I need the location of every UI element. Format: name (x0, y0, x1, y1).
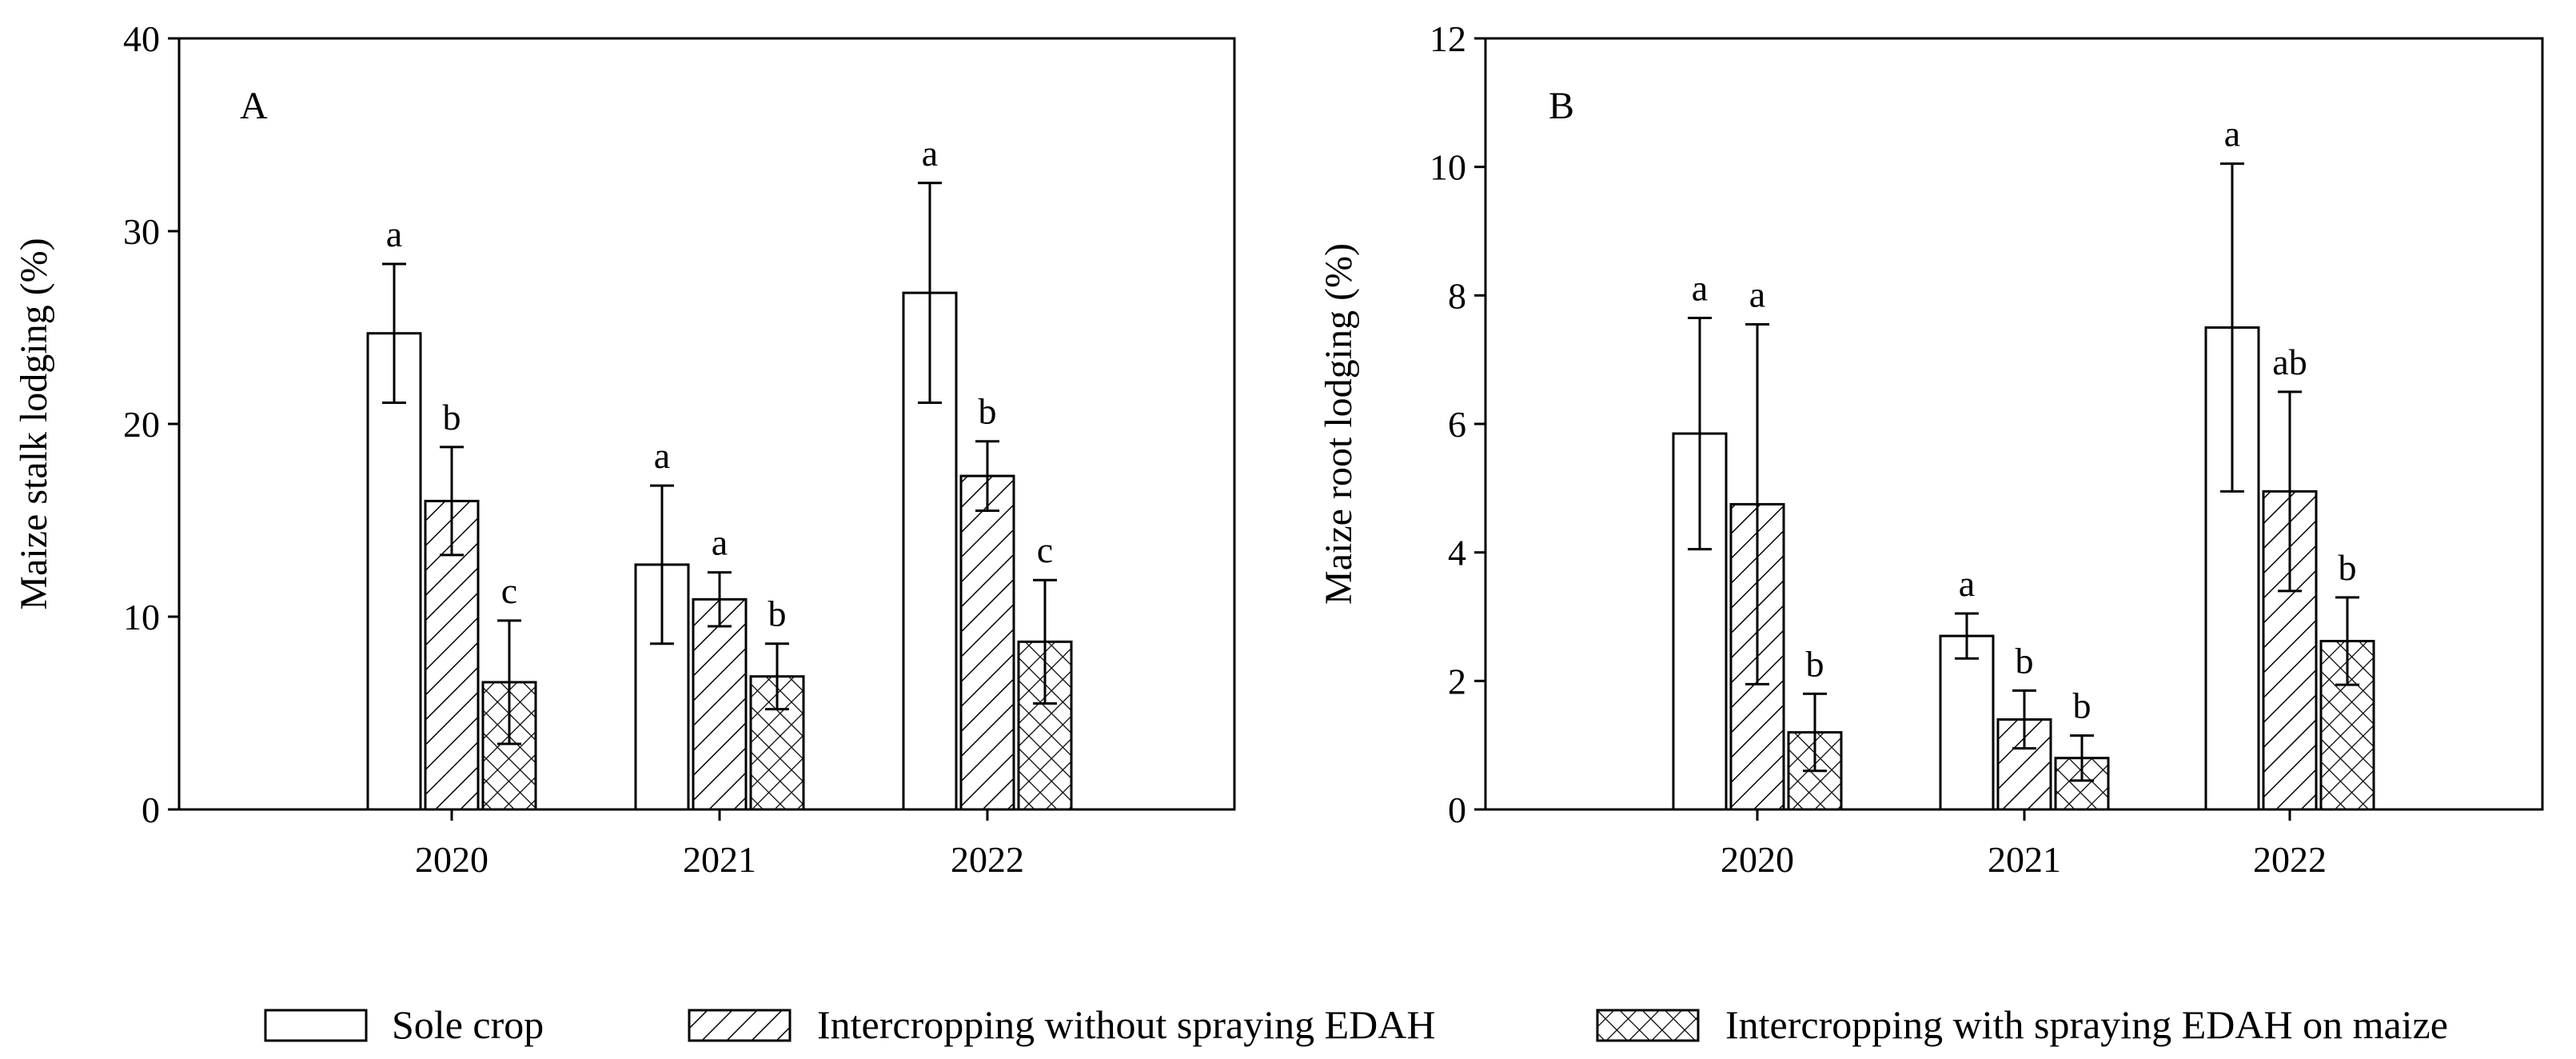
y-tick-label: 12 (1430, 18, 1466, 59)
legend-label-intercropping-with-edah: Intercropping with spraying EDAH on maiz… (1725, 1002, 2448, 1047)
significance-letter: c (1037, 530, 1053, 570)
error-bar (2070, 734, 2094, 782)
significance-letter: b (2073, 685, 2092, 726)
y-tick-label: 10 (123, 597, 160, 637)
legend-swatch-intercropping-without-edah (688, 1009, 792, 1042)
error-bar (975, 440, 999, 512)
error-bar (497, 619, 521, 745)
y-tick-label: 0 (142, 789, 160, 830)
significance-letter: b (768, 593, 787, 634)
y-tick-label: 30 (123, 211, 160, 252)
error-bar (1745, 322, 1769, 685)
significance-letter: b (2339, 547, 2357, 588)
y-tick-label: 4 (1448, 533, 1466, 573)
y-tick-label: 20 (123, 404, 160, 445)
significance-letter: a (654, 435, 670, 476)
error-bar (765, 642, 789, 711)
plot-frame (1484, 37, 2544, 811)
error-bar (2278, 390, 2302, 593)
x-tick-label: 2022 (951, 839, 1024, 880)
error-bar (1033, 578, 1057, 705)
bar-intercropping-without-edah (692, 597, 748, 811)
error-bar (1688, 316, 1712, 551)
panel-label: A (240, 85, 268, 127)
significance-letter: a (1749, 274, 1765, 314)
error-bar (918, 182, 942, 404)
x-tick-label: 2021 (1988, 839, 2061, 880)
error-bar (1803, 692, 1827, 773)
legend-swatch-sole-crop (264, 1009, 368, 1042)
error-bar (440, 446, 464, 557)
x-tick-label: 2021 (683, 839, 756, 880)
legend-item-sole-crop: Sole crop (264, 1002, 544, 1047)
error-bar (2335, 596, 2359, 686)
error-bar (1955, 612, 1979, 660)
significance-letter: a (922, 133, 938, 174)
x-tick-label: 2022 (2253, 839, 2327, 880)
significance-letter: ab (2272, 342, 2307, 382)
y-tick-label: 40 (123, 18, 160, 59)
y-tick-label: 6 (1448, 404, 1466, 445)
x-tick-label: 2020 (1721, 839, 1794, 880)
error-bar (2220, 162, 2244, 493)
legend-label-sole-crop: Sole crop (392, 1002, 544, 1047)
legend-label-intercropping-without-edah: Intercropping without spraying EDAH (817, 1002, 1435, 1047)
panel-label: B (1549, 85, 1574, 127)
error-bar (2012, 689, 2036, 750)
legend-swatch-intercropping-with-edah (1596, 1009, 1700, 1042)
significance-letter: b (443, 397, 461, 438)
significance-letter: a (712, 522, 728, 563)
y-axis-title: Maize stalk lodging (%) (13, 238, 55, 609)
legend: Sole crop Intercropping without spraying… (264, 1002, 2448, 1047)
error-bar (382, 262, 406, 404)
significance-letter: b (979, 391, 997, 432)
y-tick-label: 2 (1448, 661, 1466, 701)
significance-letter: c (501, 570, 517, 611)
significance-letter: b (1806, 643, 1824, 684)
y-tick-label: 0 (1448, 789, 1466, 830)
legend-item-intercropping-with-edah: Intercropping with spraying EDAH on maiz… (1596, 1002, 2448, 1047)
bar-sole-crop (366, 332, 422, 811)
bar-sole-crop (1939, 634, 1995, 811)
error-bar (650, 484, 674, 645)
x-tick-label: 2020 (415, 839, 488, 880)
significance-letter: b (2016, 640, 2034, 681)
bar-intercropping-without-edah (959, 474, 1015, 811)
y-tick-label: 10 (1430, 147, 1466, 188)
significance-letter: a (386, 214, 402, 254)
y-axis-title: Maize root lodging (%) (1318, 243, 1360, 605)
significance-letter: a (1959, 563, 1975, 604)
y-tick-label: 8 (1448, 275, 1466, 316)
legend-item-intercropping-without-edah: Intercropping without spraying EDAH (688, 1002, 1435, 1047)
significance-letter: a (2224, 114, 2240, 154)
significance-letter: a (1692, 267, 1708, 308)
error-bar (708, 571, 732, 628)
